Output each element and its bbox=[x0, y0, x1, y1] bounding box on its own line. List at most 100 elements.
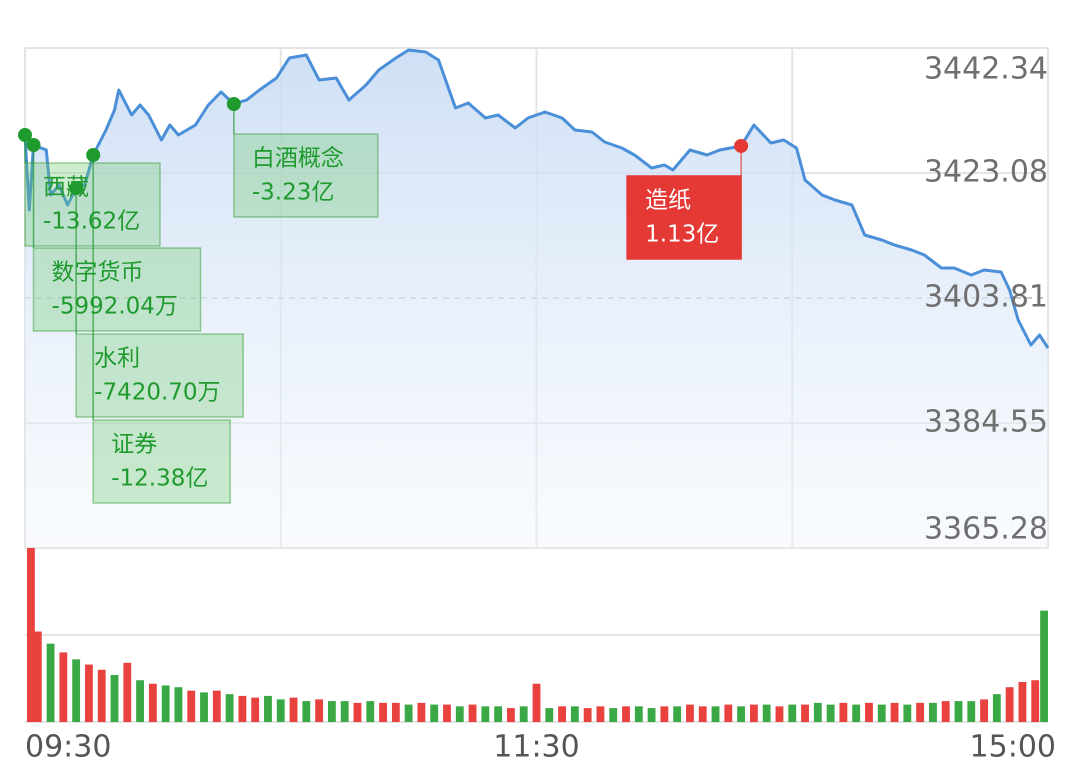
volume-bar bbox=[366, 701, 375, 722]
volume-bar bbox=[762, 704, 771, 722]
y-tick-label: 3403.81 bbox=[924, 280, 1048, 315]
volume-bar bbox=[545, 708, 554, 722]
volume-bar bbox=[494, 706, 503, 722]
volume-bar bbox=[519, 706, 528, 722]
volume-bar bbox=[72, 659, 81, 722]
volume-bar bbox=[136, 680, 145, 722]
volume-bar bbox=[340, 701, 349, 722]
volume-bar bbox=[532, 683, 541, 722]
volume-bar bbox=[404, 704, 413, 722]
volume-bar bbox=[980, 699, 988, 722]
volume-bar bbox=[634, 706, 643, 722]
volume-bar bbox=[289, 697, 298, 722]
annotation-label: 数字货币 bbox=[52, 260, 144, 286]
volume-bar bbox=[225, 694, 234, 722]
y-tick-label: 3442.34 bbox=[924, 52, 1048, 87]
annotation-dot bbox=[734, 138, 749, 153]
volume-bar bbox=[276, 699, 285, 722]
volume-bar bbox=[200, 692, 208, 722]
volume-bar bbox=[315, 699, 324, 722]
volume-bar bbox=[302, 701, 311, 722]
volume-bar bbox=[27, 548, 35, 722]
annotation-box bbox=[233, 133, 379, 218]
annotation-dot bbox=[86, 147, 101, 162]
volume-bar bbox=[698, 706, 707, 722]
annotation: 白酒概念 -3.23亿 bbox=[226, 96, 379, 218]
volume-bar bbox=[238, 695, 247, 722]
volume-bar bbox=[327, 701, 336, 722]
volume-bar bbox=[877, 704, 886, 722]
volume-bar bbox=[660, 706, 669, 722]
volume-bar bbox=[788, 704, 797, 722]
annotation-amount: -7420.70万 bbox=[94, 380, 220, 406]
volume-bar bbox=[826, 704, 835, 722]
volume-bar bbox=[455, 706, 464, 722]
volume-bar bbox=[85, 664, 93, 722]
volume-bar bbox=[609, 708, 618, 722]
volume-bar bbox=[724, 704, 733, 722]
x-tick-label: 15:00 bbox=[970, 730, 1056, 765]
annotation-label: 证券 bbox=[111, 432, 157, 458]
annotation-amount: -13.62亿 bbox=[43, 209, 140, 235]
volume-bar bbox=[941, 701, 950, 722]
volume-bar bbox=[928, 702, 937, 722]
volume-bar bbox=[379, 702, 387, 722]
volume-bar bbox=[174, 687, 183, 722]
annotation-dot bbox=[18, 128, 32, 143]
annotation-dot bbox=[69, 181, 84, 196]
volume-bar bbox=[481, 706, 490, 722]
volume-bar bbox=[1031, 680, 1040, 722]
volume-bar bbox=[992, 694, 1001, 722]
volume-bar bbox=[570, 706, 579, 722]
annotation-box bbox=[92, 419, 231, 504]
annotation-dot bbox=[226, 96, 241, 111]
volume-bar bbox=[686, 704, 694, 722]
volume-bar bbox=[839, 702, 848, 722]
volume-bar bbox=[903, 704, 912, 722]
annotation: 造纸 1.13亿 bbox=[626, 138, 749, 260]
annotation-box bbox=[626, 175, 742, 260]
volume-bar bbox=[1018, 681, 1027, 722]
volume-bar bbox=[711, 706, 720, 722]
volume-bar bbox=[737, 706, 746, 722]
volume-bar bbox=[430, 704, 439, 722]
volume-bar bbox=[558, 706, 566, 722]
x-tick-label: 09:30 bbox=[25, 730, 111, 765]
volume-bar bbox=[187, 690, 196, 722]
volume-bar bbox=[673, 706, 682, 722]
volume-bar bbox=[775, 706, 784, 722]
annotation-box bbox=[75, 333, 244, 418]
volume-bar bbox=[1005, 687, 1014, 722]
volume-bar bbox=[417, 702, 426, 722]
annotation-amount: -3.23亿 bbox=[252, 180, 335, 206]
volume-bar bbox=[123, 662, 132, 722]
annotation: 证券 -12.38亿 bbox=[86, 147, 231, 504]
volume-bar bbox=[813, 702, 822, 722]
volume-bar bbox=[251, 697, 260, 722]
annotation-amount: 1.13亿 bbox=[645, 222, 719, 248]
volume-bar bbox=[1040, 610, 1048, 722]
area bbox=[25, 50, 1048, 548]
volume-bar bbox=[97, 669, 106, 722]
volume-bar bbox=[967, 701, 976, 722]
volume-bar bbox=[890, 702, 899, 722]
volume-bar bbox=[46, 643, 55, 722]
annotation: 水利 -7420.70万 bbox=[69, 181, 244, 418]
volume-bar bbox=[647, 708, 656, 722]
y-tick-label: 3423.08 bbox=[924, 154, 1048, 189]
volume-bar bbox=[468, 704, 477, 722]
volume-bar bbox=[852, 704, 861, 722]
volume-bar bbox=[801, 704, 809, 722]
volume-bar bbox=[443, 704, 451, 722]
annotation-label: 水利 bbox=[94, 346, 140, 372]
annotation-dot bbox=[26, 138, 41, 153]
volume-bar bbox=[749, 704, 758, 722]
volume-bar bbox=[865, 702, 873, 722]
volume-bar bbox=[212, 690, 221, 722]
price-line bbox=[23, 48, 1050, 349]
y-tick-label: 3384.55 bbox=[924, 404, 1048, 439]
volume-bar bbox=[161, 685, 170, 722]
volume-bar bbox=[391, 702, 400, 722]
